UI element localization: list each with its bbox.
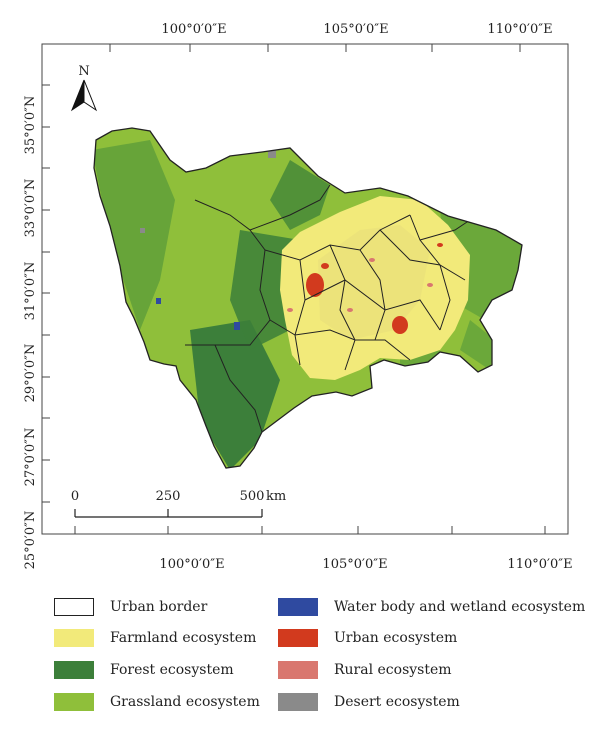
legend-swatch xyxy=(54,598,94,616)
scale-bar: 0 250 500 km xyxy=(71,489,286,518)
legend-item-farmland: Farmland ecosystem xyxy=(54,627,256,649)
north-label: N xyxy=(78,64,89,79)
lat-label: 35°0′0″N xyxy=(23,96,38,155)
top-ticks xyxy=(109,44,521,52)
legend-swatch xyxy=(54,661,94,679)
legend-swatch xyxy=(278,598,318,616)
legend-swatch xyxy=(278,693,318,711)
scale-tick-label: 0 xyxy=(71,489,79,504)
lat-label: 25°0′0″N xyxy=(23,511,38,570)
lat-label: 27°0′0″N xyxy=(23,428,38,487)
bottom-ticks xyxy=(74,526,546,534)
top-lon-label: 100°0′0″E xyxy=(161,22,226,37)
legend-item-urban: Urban ecosystem xyxy=(278,627,457,649)
legend-item-forest: Forest ecosystem xyxy=(54,659,234,681)
bottom-lon-label: 110°0′0″E xyxy=(507,557,572,572)
legend-swatch xyxy=(54,693,94,711)
top-lon-label: 105°0′0″E xyxy=(323,22,388,37)
legend-item-grassland: Grassland ecosystem xyxy=(54,691,260,713)
legend-swatch xyxy=(54,629,94,647)
map-figure: 100°0′0″E 105°0′0″E 110°0′0″E 100°0′0″E … xyxy=(23,22,573,572)
legend-label: Desert ecosystem xyxy=(334,694,460,710)
legend: Urban border Farmland ecosystem Forest e… xyxy=(0,588,600,728)
map-frame xyxy=(41,43,569,535)
bottom-lon-label: 105°0′0″E xyxy=(322,557,387,572)
scale-tick-label: 500 xyxy=(240,489,265,504)
bottom-lon-label: 100°0′0″E xyxy=(159,557,224,572)
legend-label: Farmland ecosystem xyxy=(110,630,257,646)
legend-label: Urban border xyxy=(110,599,208,615)
legend-item-desert: Desert ecosystem xyxy=(278,691,460,713)
left-ticks xyxy=(42,84,50,503)
legend-swatch xyxy=(278,629,318,647)
lat-label: 31°0′0″N xyxy=(23,262,38,321)
top-lon-label: 110°0′0″E xyxy=(487,22,552,37)
legend-label: Urban ecosystem xyxy=(334,630,458,646)
legend-item-urban-border: Urban border xyxy=(54,596,207,618)
legend-item-water-wetland: Water body and wetland ecosystem xyxy=(278,596,585,618)
legend-label: Water body and wetland ecosystem xyxy=(334,599,586,615)
legend-label: Forest ecosystem xyxy=(110,662,234,678)
legend-swatch xyxy=(278,661,318,679)
legend-item-rural: Rural ecosystem xyxy=(278,659,452,681)
lat-label: 33°0′0″N xyxy=(23,179,38,238)
north-arrow-icon: N xyxy=(70,64,98,112)
lat-label: 29°0′0″N xyxy=(23,344,38,403)
scale-tick-label: 250 xyxy=(156,489,181,504)
scale-unit-label: km xyxy=(266,489,286,504)
legend-label: Grassland ecosystem xyxy=(110,694,260,710)
legend-label: Rural ecosystem xyxy=(334,662,452,678)
land-cover-map xyxy=(93,127,523,469)
